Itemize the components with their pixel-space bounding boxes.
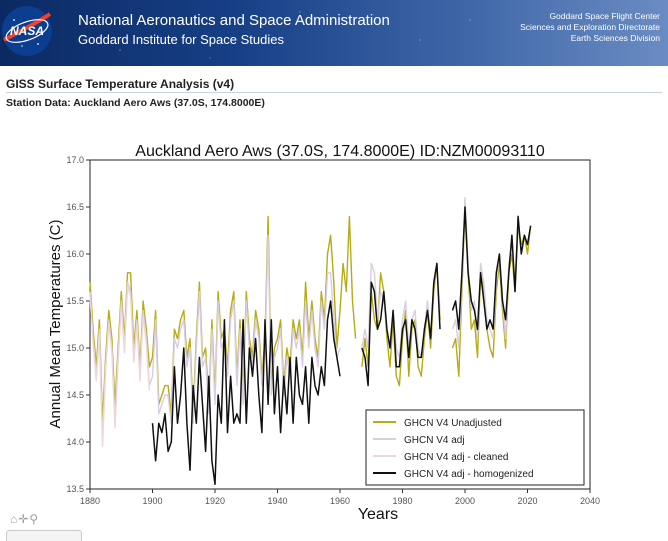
affiliation-line-2[interactable]: Sciences and Exploration Directorate (520, 22, 660, 32)
title-divider (6, 92, 662, 93)
y-tick-label: 14.0 (66, 437, 84, 447)
x-tick-label: 1900 (142, 496, 162, 506)
y-tick-label: 16.5 (66, 202, 84, 212)
chart-title: Auckland Aero Aws (37.0S, 174.8000E) ID:… (135, 143, 545, 160)
x-tick-label: 1920 (205, 496, 225, 506)
series-line-ghcn-v4-adj-cleaned (89, 286, 151, 448)
x-tick-label: 2040 (580, 496, 600, 506)
series-line-ghcn-v4-adj-homogenized (451, 206, 532, 330)
series-line-ghcn-v4-adj-homogenized (361, 262, 441, 387)
legend-label: GHCN V4 adj - cleaned (404, 452, 509, 463)
chart-legend: GHCN V4 Unadjusted GHCN V4 adj GHCN V4 adj… (365, 409, 585, 486)
y-tick-label: 15.0 (66, 343, 84, 353)
home-icon[interactable]: ⌂ (10, 512, 19, 526)
station-label: Station Data: Auckland Aero Aws (37.0S, … (6, 97, 265, 109)
nasa-logo-text: NASA (10, 24, 44, 38)
banner-starfield (0, 0, 668, 66)
y-tick-label: 16.0 (66, 249, 84, 259)
y-tick-label: 13.5 (66, 484, 84, 494)
series-line-ghcn-v4-adj (361, 262, 441, 359)
legend-label: GHCN V4 adj - homogenized (404, 469, 534, 480)
series-line-ghcn-v4-unadjusted (89, 215, 357, 424)
x-axis-label: Years (358, 506, 398, 523)
x-tick-label: 1880 (80, 496, 100, 506)
series-line-ghcn-v4-adj-homogenized (151, 300, 341, 486)
x-tick-label: 1980 (392, 496, 412, 506)
affiliation-line-3[interactable]: Earth Sciences Division (570, 33, 660, 43)
zoom-icon[interactable]: ⚲ (29, 512, 40, 526)
pan-icon[interactable]: ✛ (18, 512, 30, 526)
nasa-logo[interactable]: NASA (0, 4, 54, 58)
affiliation-lines: Goddard Space Flight Center Sciences and… (520, 11, 660, 44)
series-layer (89, 196, 532, 486)
y-tick-label: 14.5 (66, 390, 84, 400)
organization-name: National Aeronautics and Space Administr… (78, 12, 390, 49)
x-axis-ticks: 1880 1900 1920 1940 1960 1980 2000 2020 2040 (80, 489, 600, 506)
y-tick-label: 15.5 (66, 296, 84, 306)
legend-box (365, 409, 585, 486)
org-line-2[interactable]: Goddard Institute for Space Studies (78, 32, 284, 47)
page-title: GISS Surface Temperature Analysis (v4) (6, 77, 235, 91)
legend-label: GHCN V4 Unadjusted (404, 418, 502, 429)
org-line-1[interactable]: National Aeronautics and Space Administr… (78, 12, 390, 29)
x-tick-label: 2020 (517, 496, 537, 506)
temperature-chart: Auckland Aero Aws (37.0S, 174.8000E) ID:… (47, 143, 600, 523)
header-banner: NASA National Aeronautics and Space Admi… (0, 0, 668, 66)
legend-label: GHCN V4 adj (404, 435, 465, 446)
y-tick-label: 17.0 (66, 155, 84, 165)
x-tick-label: 2000 (455, 496, 475, 506)
affiliation-line-1[interactable]: Goddard Space Flight Center (549, 11, 660, 21)
y-axis-ticks: 13.5 14.0 14.5 15.0 15.5 16.0 16.5 17.0 (66, 155, 90, 494)
x-tick-label: 1940 (267, 496, 287, 506)
x-tick-label: 1960 (330, 496, 350, 506)
y-axis-label: Annual Mean Temperatures (C) (47, 220, 64, 429)
plot-toolbar: ⌂✛⚲ (10, 512, 39, 526)
